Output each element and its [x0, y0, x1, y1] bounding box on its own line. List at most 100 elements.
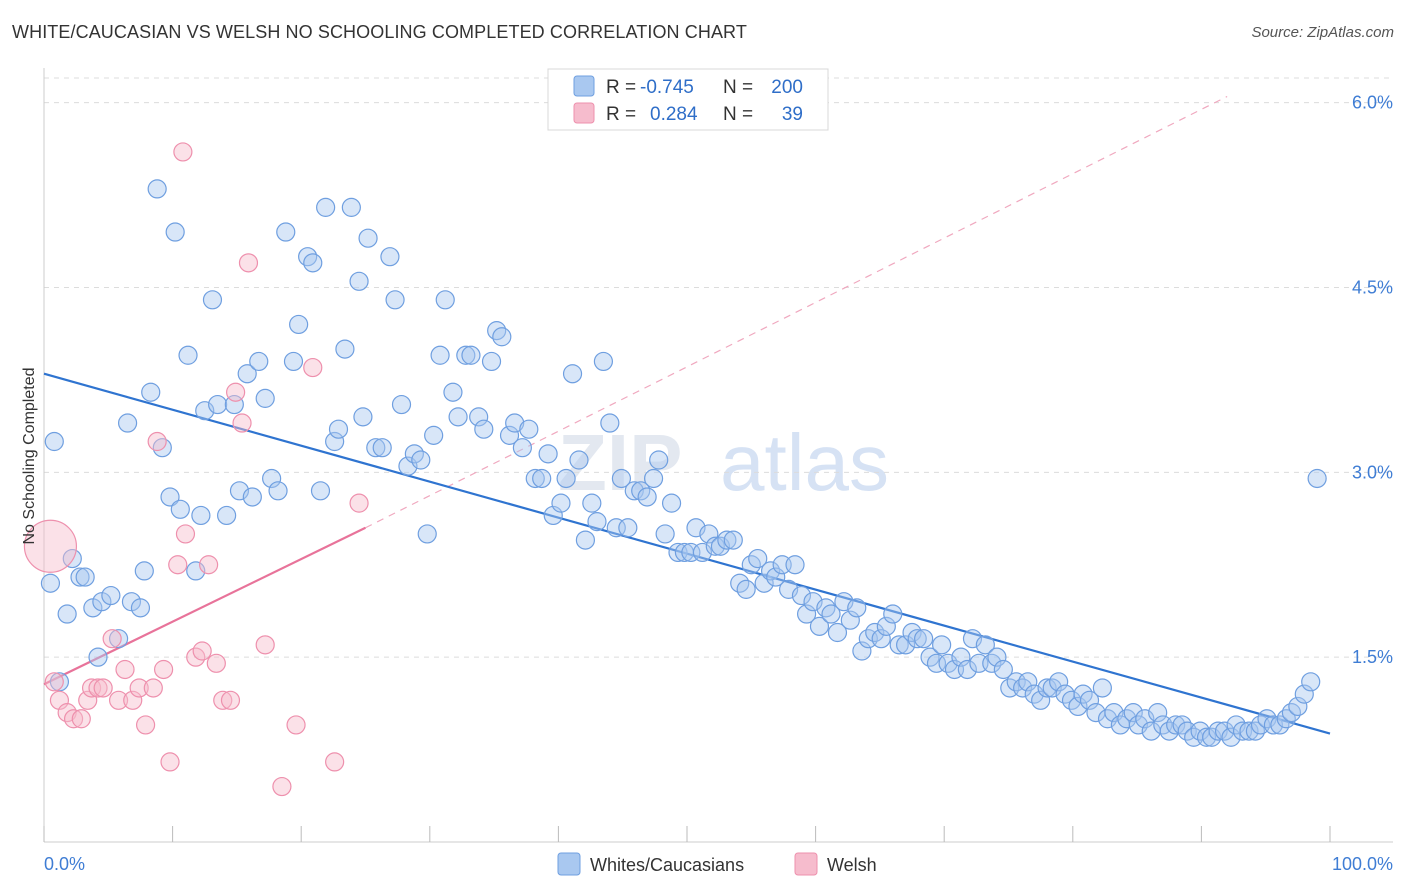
welsh-point — [175, 524, 196, 544]
white-caucasian-point — [191, 505, 211, 526]
y-tick-label: 1.5% — [1352, 647, 1393, 667]
white-caucasian-point — [152, 438, 172, 458]
white-caucasian-point — [519, 419, 539, 439]
welsh-point — [173, 142, 193, 162]
stats-n-value-2: 39 — [782, 104, 803, 125]
welsh-point — [286, 715, 306, 735]
welsh-point — [63, 709, 84, 729]
white-caucasian-point — [358, 228, 378, 248]
white-caucasian-point — [335, 339, 355, 359]
white-caucasian-point — [582, 493, 602, 513]
legend-label-blue: Whites/Caucasians — [590, 855, 744, 875]
white-caucasian-point — [606, 518, 626, 538]
white-caucasian-point — [372, 438, 392, 458]
white-caucasian-point — [840, 610, 860, 630]
welsh-point — [23, 519, 78, 573]
white-caucasian-point — [993, 659, 1013, 680]
white-caucasian-point — [1239, 721, 1259, 741]
white-caucasian-point — [827, 622, 848, 643]
white-caucasian-point — [699, 524, 719, 544]
white-caucasian-point — [643, 468, 664, 489]
white-caucasian-point — [587, 512, 607, 532]
white-caucasian-point — [883, 604, 903, 624]
welsh-point — [160, 752, 180, 772]
white-caucasian-point — [611, 468, 632, 489]
white-caucasian-point — [816, 598, 836, 618]
white-caucasian-point — [1166, 715, 1186, 735]
white-caucasian-point — [310, 481, 331, 501]
white-caucasian-point — [141, 382, 161, 402]
white-caucasian-point — [1148, 703, 1168, 723]
y-tick-label: 4.5% — [1352, 277, 1393, 297]
white-caucasian-point — [551, 493, 571, 513]
white-caucasian-point — [661, 493, 682, 513]
white-caucasian-point — [723, 530, 743, 550]
white-caucasian-point — [717, 530, 737, 550]
welsh-point — [44, 672, 64, 692]
white-caucasian-point — [556, 468, 576, 489]
white-caucasian-point — [242, 487, 262, 507]
white-caucasian-point — [1068, 696, 1088, 717]
white-caucasian-point — [889, 635, 909, 655]
welsh-point — [168, 555, 188, 575]
white-caucasian-point — [852, 641, 872, 661]
white-caucasian-point — [760, 561, 781, 581]
legend-swatch-blue — [557, 852, 581, 876]
welsh-trend-line — [43, 526, 366, 686]
white-caucasian-point — [1018, 672, 1038, 692]
white-caucasian-point — [748, 548, 768, 569]
white-caucasian-point — [461, 345, 481, 365]
axes — [43, 68, 1393, 843]
welsh-point — [93, 678, 113, 698]
white-caucasian-point — [262, 468, 282, 489]
y-axis-label: No Schooling Completed — [21, 368, 38, 545]
white-caucasian-point — [562, 364, 583, 384]
white-caucasian-point — [791, 585, 812, 606]
welsh-point — [192, 641, 212, 661]
welsh-trend-projection — [365, 95, 1228, 529]
white-caucasian-point — [982, 653, 1002, 673]
white-caucasian-point — [681, 542, 701, 563]
white-caucasian-point — [456, 345, 476, 365]
white-caucasian-point — [975, 635, 995, 655]
welsh-point — [238, 253, 259, 273]
welsh-point — [71, 709, 91, 729]
white-caucasian-point — [325, 431, 345, 452]
white-caucasian-point — [600, 413, 620, 433]
white-caucasian-point — [474, 419, 494, 439]
stats-r-label-1: R = — [606, 77, 636, 98]
white-caucasian-point — [932, 635, 952, 655]
white-caucasian-point — [298, 247, 318, 267]
welsh-point — [325, 752, 345, 772]
white-caucasian-point — [108, 629, 129, 649]
white-caucasian-point — [341, 197, 361, 217]
white-caucasian-point — [1196, 727, 1217, 747]
white-caucasian-point — [754, 573, 774, 593]
white-caucasian-point — [62, 548, 82, 569]
legend-swatch-pink — [794, 852, 818, 876]
white-caucasian-point — [593, 351, 614, 372]
white-caucasian-point — [443, 382, 463, 402]
white-caucasian-point — [1301, 672, 1321, 692]
white-caucasian-point — [532, 468, 552, 489]
white-caucasian-point — [569, 450, 589, 470]
stats-r-label-2: R = — [606, 104, 636, 125]
white-caucasian-point — [469, 407, 489, 427]
white-caucasian-point — [385, 290, 405, 310]
white-caucasian-point — [40, 573, 61, 593]
stats-r-value-1: -0.745 — [640, 77, 694, 98]
welsh-point — [88, 678, 108, 698]
x-tick-label-max: 100.0% — [1332, 854, 1393, 874]
welsh-point — [199, 555, 219, 575]
welsh-point — [349, 493, 369, 513]
white-caucasian-point — [208, 394, 228, 415]
white-caucasian-point — [957, 659, 977, 680]
white-caucasian-point — [1288, 696, 1308, 717]
white-caucasian-point — [487, 321, 507, 341]
white-caucasian-point — [391, 394, 412, 415]
white-caucasian-point — [766, 567, 786, 587]
stats-box: R = -0.745 N = 200 R = 0.284 N = 39 — [547, 68, 829, 131]
data-points — [23, 142, 1327, 797]
white-caucasian-point — [847, 598, 867, 618]
